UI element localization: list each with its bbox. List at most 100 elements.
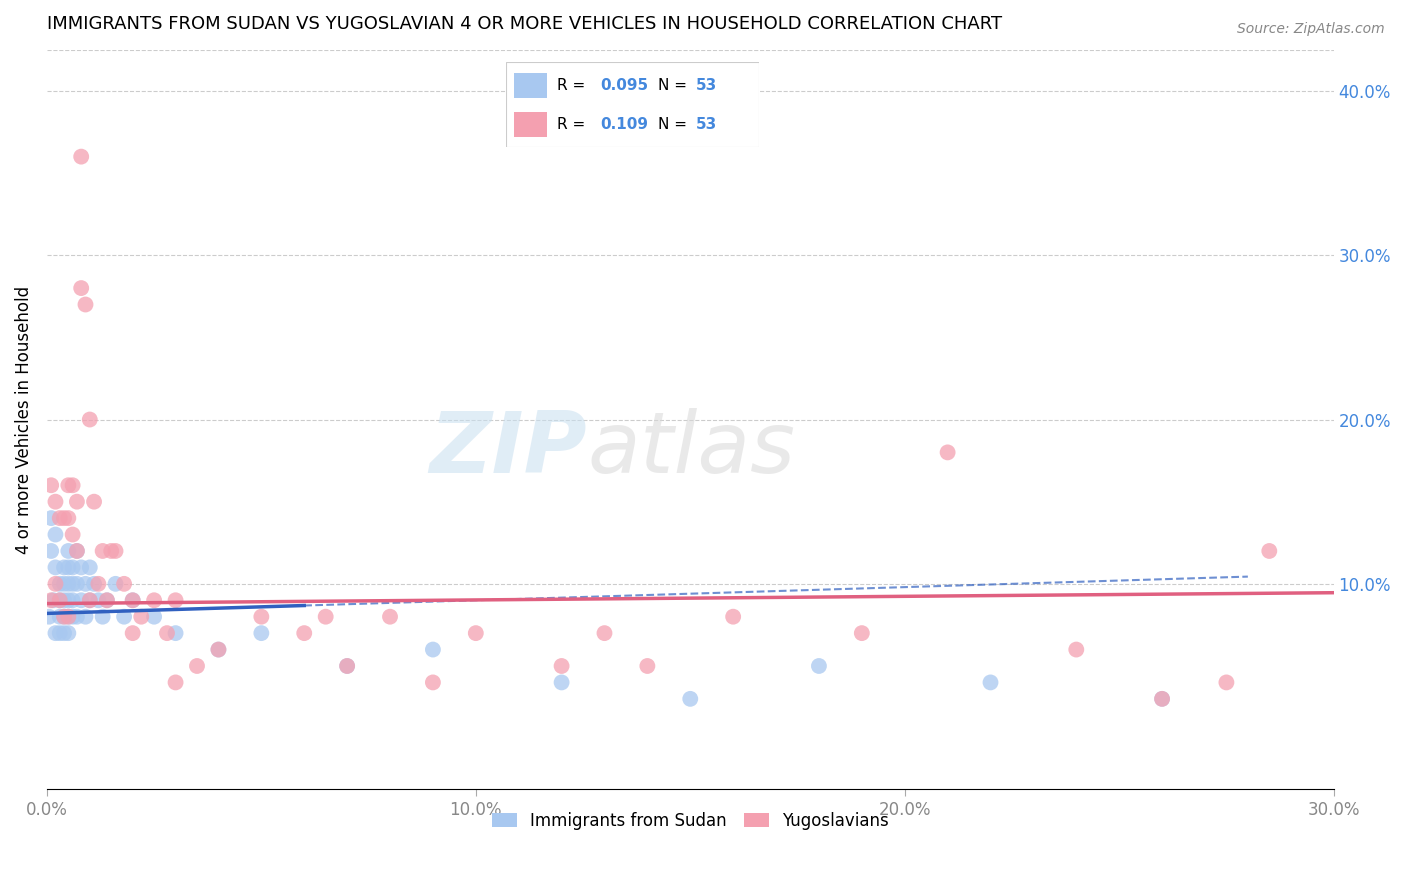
Point [53, 626, 76, 640]
Point [250, 626, 273, 640]
Point [49, 593, 72, 607]
Point [38, 609, 60, 624]
Point [979, 675, 1001, 690]
Point [58, 511, 80, 525]
Point [62, 478, 84, 492]
Text: 0.109: 0.109 [600, 117, 648, 132]
Point [44, 626, 66, 640]
Legend: Immigrants from Sudan, Yugoslavians: Immigrants from Sudan, Yugoslavians [485, 805, 896, 837]
Point [1258, 544, 1281, 558]
Point [44, 494, 66, 508]
Point [83, 494, 105, 508]
Point [91, 544, 114, 558]
Bar [513, 112, 547, 137]
Point [66, 494, 89, 508]
Point [807, 659, 830, 673]
Point [87, 593, 110, 607]
Y-axis label: 4 or more Vehicles in Household: 4 or more Vehicles in Household [15, 285, 32, 554]
Point [129, 609, 152, 624]
Point [75, 609, 97, 624]
Point [58, 577, 80, 591]
Point [44, 560, 66, 574]
Point [851, 626, 873, 640]
Point [49, 593, 72, 607]
Point [53, 560, 76, 574]
Point [315, 609, 337, 624]
Point [336, 659, 359, 673]
Point [121, 593, 143, 607]
Point [79, 412, 101, 426]
Point [49, 609, 72, 624]
Point [636, 659, 658, 673]
Point [70, 281, 93, 295]
Point [250, 609, 273, 624]
Point [58, 609, 80, 624]
Text: N =: N = [658, 78, 692, 93]
Text: 53: 53 [696, 78, 717, 93]
Point [39, 478, 62, 492]
Text: N =: N = [658, 117, 692, 132]
Point [1215, 675, 1237, 690]
Point [207, 642, 229, 657]
Point [165, 675, 187, 690]
Point [550, 675, 572, 690]
Point [79, 560, 101, 574]
Point [121, 626, 143, 640]
Point [44, 527, 66, 541]
Point [936, 445, 959, 459]
Point [112, 609, 135, 624]
Point [292, 626, 315, 640]
Point [75, 297, 97, 311]
Point [58, 609, 80, 624]
Point [66, 577, 89, 591]
Text: ZIP: ZIP [430, 408, 588, 491]
Point [104, 544, 127, 558]
Point [53, 609, 76, 624]
Point [96, 593, 118, 607]
Point [49, 511, 72, 525]
Point [87, 577, 110, 591]
Point [66, 609, 89, 624]
Point [62, 609, 84, 624]
Text: 0.095: 0.095 [600, 78, 648, 93]
Point [207, 642, 229, 657]
Point [58, 544, 80, 558]
Point [104, 577, 127, 591]
Point [53, 577, 76, 591]
Point [79, 593, 101, 607]
Point [550, 659, 572, 673]
Point [96, 593, 118, 607]
Point [62, 527, 84, 541]
Point [53, 593, 76, 607]
Point [39, 511, 62, 525]
Point [79, 593, 101, 607]
Point [165, 593, 187, 607]
Point [593, 626, 616, 640]
FancyBboxPatch shape [506, 62, 759, 147]
Point [1152, 691, 1174, 706]
Point [75, 577, 97, 591]
Point [62, 593, 84, 607]
Point [39, 593, 62, 607]
Point [336, 659, 359, 673]
Point [422, 642, 444, 657]
Point [66, 544, 89, 558]
Point [378, 609, 401, 624]
Text: 53: 53 [696, 117, 717, 132]
Point [156, 626, 179, 640]
Point [83, 577, 105, 591]
Point [70, 593, 93, 607]
Point [721, 609, 744, 624]
Point [70, 560, 93, 574]
Point [464, 626, 486, 640]
Point [58, 626, 80, 640]
Text: IMMIGRANTS FROM SUDAN VS YUGOSLAVIAN 4 OR MORE VEHICLES IN HOUSEHOLD CORRELATION: IMMIGRANTS FROM SUDAN VS YUGOSLAVIAN 4 O… [46, 15, 1002, 33]
Text: Source: ZipAtlas.com: Source: ZipAtlas.com [1237, 22, 1385, 37]
Point [1152, 691, 1174, 706]
Point [70, 150, 93, 164]
Text: atlas: atlas [588, 408, 796, 491]
Point [49, 577, 72, 591]
Point [53, 511, 76, 525]
Point [143, 609, 166, 624]
Point [679, 691, 702, 706]
